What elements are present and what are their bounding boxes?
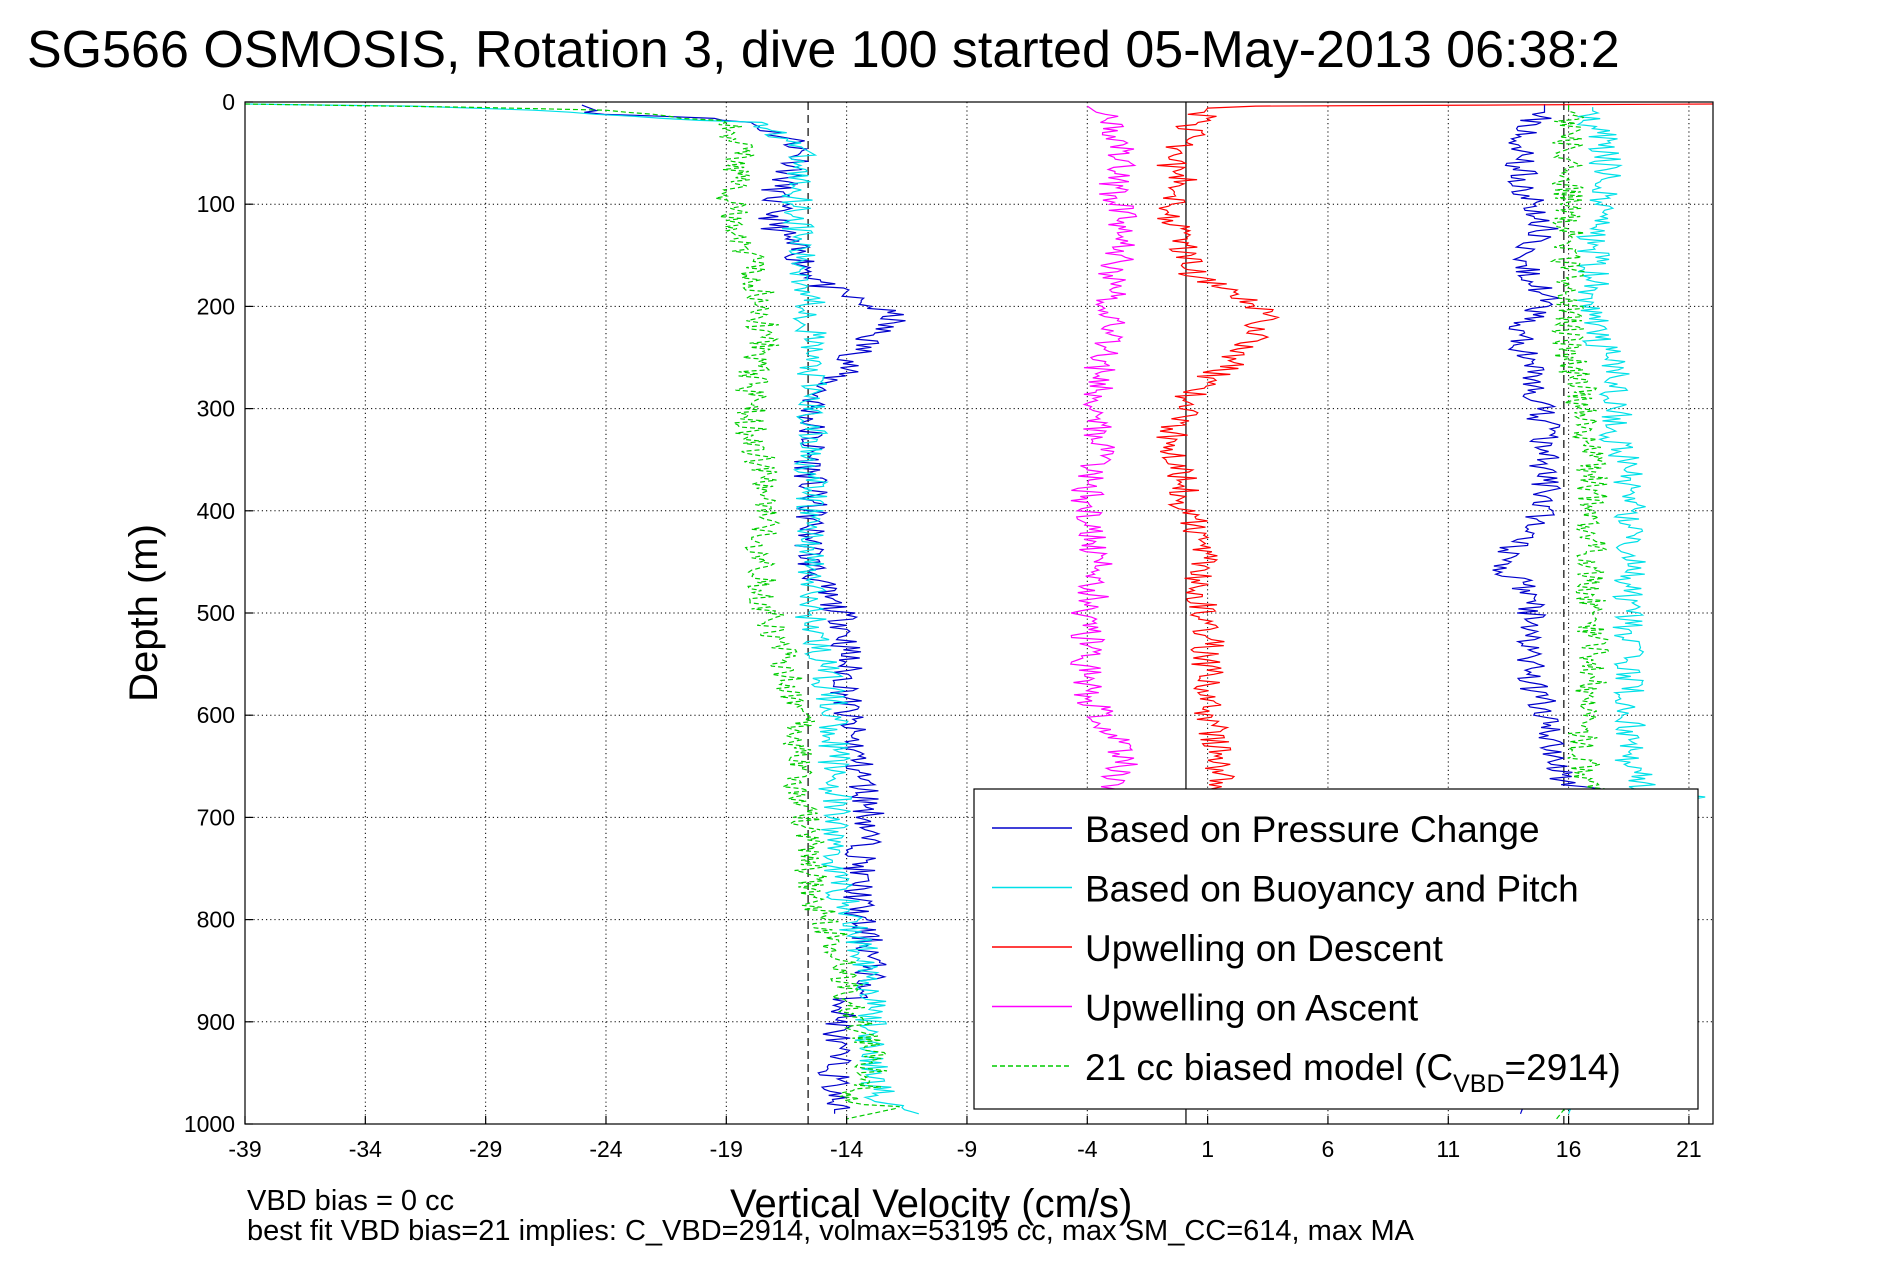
legend-box [973, 788, 1699, 1110]
series-line-descent [244, 103, 919, 1115]
vbd-bias-annotation: VBD bias = 0 cc [247, 1185, 454, 1217]
y-axis-ticks: 0 100 200 300 400 500 600 700 800 900 1000 [184, 89, 253, 1137]
x-tick-label: 16 [1556, 1136, 1582, 1162]
series-line-ascent [1069, 105, 1138, 818]
x-axis-label: Vertical Velocity (cm/s) [730, 1182, 1132, 1226]
y-tick-label: 600 [197, 702, 235, 728]
x-tick-label: 6 [1322, 1136, 1335, 1162]
x-tick-label: 11 [1436, 1136, 1460, 1162]
legend-label: Upwelling on Descent [1085, 928, 1444, 969]
y-tick-label: 900 [197, 1009, 235, 1035]
y-tick-label: 0 [222, 89, 235, 115]
x-tick-label: -29 [469, 1136, 502, 1162]
x-tick-label: -24 [589, 1136, 622, 1162]
x-tick-label: -19 [710, 1136, 743, 1162]
y-tick-label: 100 [197, 191, 235, 217]
y-axis-label: Depth (m) [122, 524, 166, 702]
y-tick-label: 200 [197, 293, 235, 319]
best-fit-annotation: best fit VBD bias=21 implies: C_VBD=2914… [247, 1215, 1415, 1247]
y-tick-label: 300 [197, 396, 235, 422]
legend-label: Upwelling on Ascent [1085, 988, 1419, 1029]
x-tick-label: -9 [957, 1136, 977, 1162]
series-line-descent [1156, 103, 1714, 818]
legend-label: Based on Buoyancy and Pitch [1085, 869, 1579, 910]
x-tick-label: -14 [830, 1136, 863, 1162]
chart-title: SG566 OSMOSIS, Rotation 3, dive 100 star… [27, 21, 1620, 79]
y-tick-label: 500 [197, 600, 235, 626]
y-tick-label: 800 [197, 907, 235, 933]
y-tick-label: 1000 [184, 1111, 235, 1137]
x-axis-ticks: -39 -34 -29 -24 -19 -14 -9 -4 1 6 11 16 21 [228, 1116, 1702, 1162]
legend-label: Based on Pressure Change [1085, 809, 1540, 850]
series-line-ascent [1549, 105, 1646, 1120]
x-tick-label: -4 [1077, 1136, 1098, 1162]
y-tick-label: 400 [197, 498, 235, 524]
x-tick-label: -34 [349, 1136, 382, 1162]
legend-label: 21 cc biased model (CVBD=2914) [1085, 1047, 1621, 1098]
y-tick-label: 700 [197, 804, 235, 830]
x-tick-label: -39 [228, 1136, 261, 1162]
x-tick-label: 1 [1201, 1136, 1214, 1162]
x-tick-label: 21 [1676, 1136, 1702, 1162]
series-line-descent [244, 103, 900, 1120]
legend: Based on Pressure Change Based on Buoyanc… [973, 788, 1699, 1110]
